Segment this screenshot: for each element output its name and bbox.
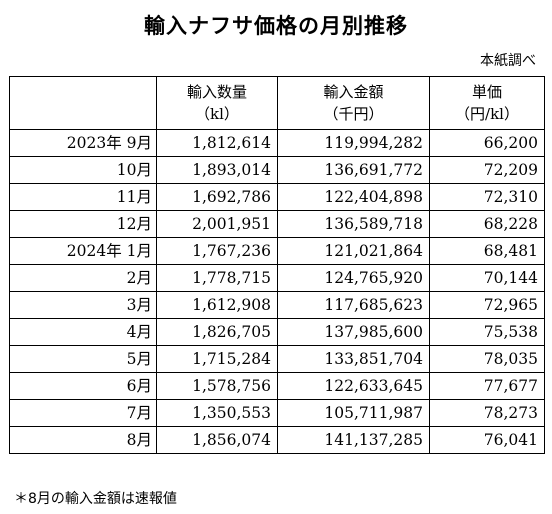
unit-price-cell: 68,481 bbox=[429, 237, 545, 265]
volume-cell: 1,578,756 bbox=[156, 372, 278, 400]
unit-price-cell: 68,228 bbox=[429, 210, 545, 238]
period-cell: 5月 bbox=[9, 345, 157, 373]
table-header-row: 輸入数量 （kl） 輸入金額 （千円） 単価 （円/kl） bbox=[9, 76, 545, 130]
volume-cell: 1,692,786 bbox=[156, 183, 278, 211]
amount-cell: 119,994,282 bbox=[277, 129, 430, 157]
unit-price-cell: 78,273 bbox=[429, 399, 545, 427]
period-cell: 11月 bbox=[9, 183, 157, 211]
unit-price-cell: 72,209 bbox=[429, 156, 545, 184]
unit-price-cell: 76,041 bbox=[429, 426, 545, 454]
table-row: 5月 1,715,284 133,851,704 78,035 bbox=[9, 345, 545, 373]
table-row: 4月 1,826,705 137,985,600 75,538 bbox=[9, 318, 545, 346]
volume-cell: 1,350,553 bbox=[156, 399, 278, 427]
period-cell: 7月 bbox=[9, 399, 157, 427]
period-cell: 2024年 1月 bbox=[9, 237, 157, 265]
table-row: 8月 1,856,074 141,137,285 76,041 bbox=[9, 426, 545, 454]
volume-cell: 1,856,074 bbox=[156, 426, 278, 454]
footnote: ＊8月の輸入金額は速報値 bbox=[14, 491, 177, 507]
amount-cell: 141,137,285 bbox=[277, 426, 430, 454]
header-label: 輸入数量 bbox=[186, 83, 247, 101]
header-unit: （円/kl） bbox=[455, 105, 519, 123]
amount-cell: 136,691,772 bbox=[277, 156, 430, 184]
table-row: 6月 1,578,756 122,633,645 77,677 bbox=[9, 372, 545, 400]
unit-price-cell: 77,677 bbox=[429, 372, 545, 400]
amount-cell: 122,404,898 bbox=[277, 183, 430, 211]
unit-price-cell: 72,310 bbox=[429, 183, 545, 211]
volume-cell: 2,001,951 bbox=[156, 210, 278, 238]
header-amount: 輸入金額 （千円） bbox=[277, 76, 430, 130]
unit-price-cell: 66,200 bbox=[429, 129, 545, 157]
period-cell: 10月 bbox=[9, 156, 157, 184]
header-unit: （千円） bbox=[323, 105, 384, 123]
table-row: 2月 1,778,715 124,765,920 70,144 bbox=[9, 264, 545, 292]
amount-cell: 122,633,645 bbox=[277, 372, 430, 400]
page-title: 輸入ナフサ価格の月別推移 bbox=[144, 14, 408, 38]
volume-cell: 1,812,614 bbox=[156, 129, 278, 157]
period-cell: 2月 bbox=[9, 264, 157, 292]
volume-cell: 1,826,705 bbox=[156, 318, 278, 346]
period-cell: 6月 bbox=[9, 372, 157, 400]
header-corner bbox=[9, 76, 157, 130]
table-row: 11月 1,692,786 122,404,898 72,310 bbox=[9, 183, 545, 211]
amount-cell: 124,765,920 bbox=[277, 264, 430, 292]
amount-cell: 121,021,864 bbox=[277, 237, 430, 265]
source-label: 本紙調べ bbox=[480, 53, 536, 69]
unit-price-cell: 72,965 bbox=[429, 291, 545, 319]
unit-price-cell: 78,035 bbox=[429, 345, 545, 373]
naphtha-price-table: 輸入数量 （kl） 輸入金額 （千円） 単価 （円/kl） 2023年 9月 1,… bbox=[9, 76, 545, 454]
header-label: 単価 bbox=[471, 83, 502, 101]
volume-cell: 1,767,236 bbox=[156, 237, 278, 265]
period-cell: 3月 bbox=[9, 291, 157, 319]
table-row: 2024年 1月 1,767,236 121,021,864 68,481 bbox=[9, 237, 545, 265]
amount-cell: 133,851,704 bbox=[277, 345, 430, 373]
unit-price-cell: 75,538 bbox=[429, 318, 545, 346]
volume-cell: 1,778,715 bbox=[156, 264, 278, 292]
header-unit: （kl） bbox=[195, 105, 239, 123]
amount-cell: 137,985,600 bbox=[277, 318, 430, 346]
table-row: 7月 1,350,553 105,711,987 78,273 bbox=[9, 399, 545, 427]
table-row: 12月 2,001,951 136,589,718 68,228 bbox=[9, 210, 545, 238]
volume-cell: 1,893,014 bbox=[156, 156, 278, 184]
amount-cell: 117,685,623 bbox=[277, 291, 430, 319]
table-row: 3月 1,612,908 117,685,623 72,965 bbox=[9, 291, 545, 319]
table-row: 10月 1,893,014 136,691,772 72,209 bbox=[9, 156, 545, 184]
amount-cell: 105,711,987 bbox=[277, 399, 430, 427]
unit-price-cell: 70,144 bbox=[429, 264, 545, 292]
amount-cell: 136,589,718 bbox=[277, 210, 430, 238]
header-label: 輸入金額 bbox=[323, 83, 384, 101]
period-cell: 2023年 9月 bbox=[9, 129, 157, 157]
header-unit-price: 単価 （円/kl） bbox=[429, 76, 545, 130]
period-cell: 8月 bbox=[9, 426, 157, 454]
period-cell: 12月 bbox=[9, 210, 157, 238]
header-volume: 輸入数量 （kl） bbox=[156, 76, 278, 130]
volume-cell: 1,612,908 bbox=[156, 291, 278, 319]
table-row: 2023年 9月 1,812,614 119,994,282 66,200 bbox=[9, 129, 545, 157]
volume-cell: 1,715,284 bbox=[156, 345, 278, 373]
period-cell: 4月 bbox=[9, 318, 157, 346]
